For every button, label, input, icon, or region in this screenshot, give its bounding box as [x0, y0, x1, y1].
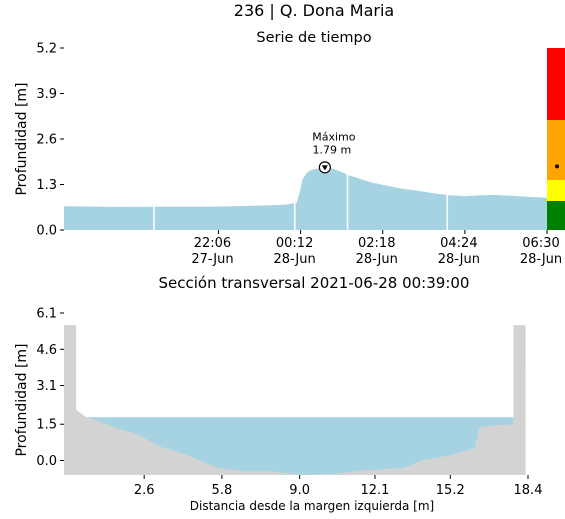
alert-level-segment-2 [547, 180, 565, 201]
alert-level-segment-3 [547, 201, 565, 230]
alert-level-bar [547, 48, 565, 230]
timeseries-y-tick-label-3: 3.9 [36, 87, 57, 102]
cross-section-y-tick-label-1: 1.5 [36, 418, 57, 433]
cross-section-x-tick-label-5: 18.4 [514, 483, 543, 498]
cross-section-x-tick-label-2: 9.0 [289, 483, 310, 498]
cross-section-x-tick-label-4: 15.2 [436, 483, 465, 498]
timeseries-x-tick-date-4: 28-Jun [520, 252, 562, 267]
timeseries-title: Serie de tiempo [256, 30, 371, 46]
alert-level-segment-0 [547, 48, 565, 120]
timeseries-x-tick-time-3: 04:24 [440, 236, 477, 251]
cross-section-plot: 0.0 1.5 3.1 4.6 6.1 2.6 5.8 9.0 12.1 15.2 18.4 Pro… [14, 307, 542, 514]
timeseries-x-tick-date-1: 28-Jun [273, 252, 315, 267]
cross-section-x-axis-label: Distancia desde la margen izquierda [m] [190, 499, 434, 513]
timeseries-x-tick-time-2: 02:18 [358, 236, 395, 251]
cross-section-y-tick-label-0: 0.0 [36, 454, 57, 469]
timeseries-x-tick-time-0: 22:06 [194, 236, 231, 251]
max-annotation: Máximo 1.79 m [312, 130, 356, 174]
max-label: Máximo [312, 130, 356, 143]
timeseries-y-axis-label: Profundidad [m] [14, 82, 30, 195]
timeseries-area-series-0 [64, 167, 547, 230]
alert-level-segment-1 [547, 120, 565, 180]
alert-level-marker [555, 164, 559, 169]
timeseries-y-tick-label-0: 0.0 [36, 224, 57, 239]
timeseries-x-tick-date-3: 28-Jun [438, 252, 480, 267]
cross-section-axes: 0.0 1.5 3.1 4.6 6.1 2.6 5.8 9.0 12.1 15.2 18.4 [36, 307, 542, 499]
cross-section-x-tick-label-0: 2.6 [134, 483, 155, 498]
max-marker-arrow [321, 165, 328, 171]
timeseries-area-layer [64, 167, 547, 230]
cross-section-title: Sección transversal 2021-06-28 00:39:00 [159, 274, 470, 292]
cross-section-y-tick-label-4: 6.1 [36, 307, 57, 322]
timeseries-plot: 0.01.32.63.95.222:0627-Jun00:1228-Jun02:… [14, 42, 562, 268]
timeseries-x-tick-time-4: 06:30 [522, 236, 559, 251]
cross-section-x-tick-label-3: 12.1 [360, 483, 389, 498]
max-value: 1.79 m [312, 143, 351, 156]
riverbed-ground [64, 325, 526, 475]
cross-section-y-tick-label-2: 3.1 [36, 379, 57, 394]
timeseries-y-tick-label-1: 1.3 [36, 178, 57, 193]
timeseries-x-tick-date-0: 27-Jun [191, 252, 233, 267]
cross-section-x-tick-label-1: 5.8 [212, 483, 233, 498]
timeseries-x-tick-date-2: 28-Jun [356, 252, 398, 267]
timeseries-x-tick-time-1: 00:12 [276, 236, 313, 251]
timeseries-axes: 0.01.32.63.95.222:0627-Jun00:1228-Jun02:… [36, 42, 562, 268]
timeseries-y-tick-label-2: 2.6 [36, 133, 57, 148]
cross-section-y-axis-label: Profundidad [m] [14, 343, 30, 456]
timeseries-gap-layer [153, 160, 449, 230]
cross-section-y-tick-label-3: 4.6 [36, 343, 57, 358]
timeseries-y-tick-label-4: 5.2 [36, 42, 57, 57]
cross-section-layer [64, 325, 526, 475]
figure-title: 236 | Q. Dona Maria [234, 1, 394, 20]
